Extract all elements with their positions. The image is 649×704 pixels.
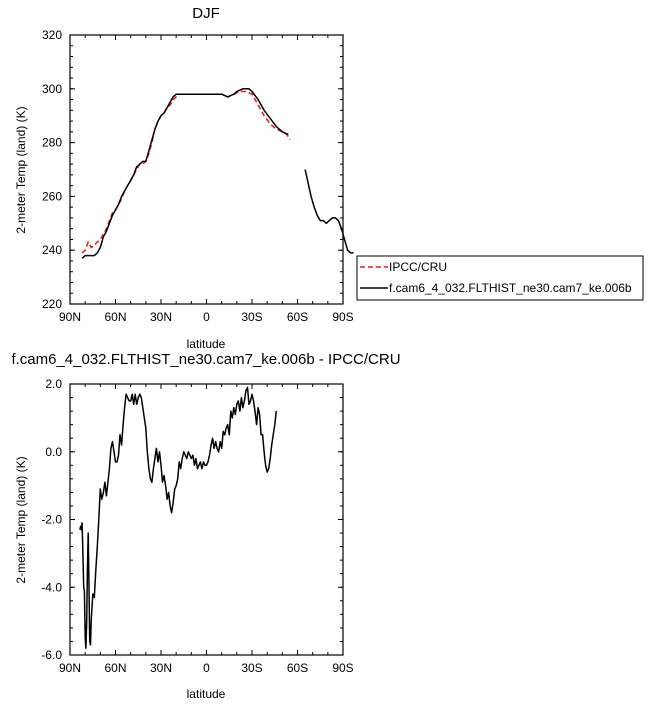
top-x-tick-label: 0 — [203, 310, 210, 324]
top-chart-ticks — [69, 34, 344, 305]
top-y-tick-label: 300 — [42, 82, 62, 96]
top-y-tick-label: 280 — [42, 136, 62, 150]
top-series-line-0 — [81, 90, 291, 254]
bottom-y-tick-label: -2.0 — [41, 513, 62, 527]
bottom-x-tick-label: 30N — [150, 661, 172, 675]
bottom-panel: f.cam6_4_032.FLTHIST_ne30.cam7_ke.006b -… — [11, 351, 400, 701]
bottom-x-tick-label: 90S — [332, 661, 353, 675]
bottom-y-tick-label: 0.0 — [45, 445, 62, 459]
bottom-y-tick-label: -6.0 — [41, 648, 62, 662]
bottom-x-tick-label: 30S — [241, 661, 262, 675]
bottom-chart-y-label: 2-meter Temp (land) (K) — [14, 456, 28, 583]
legend: IPCC/CRU f.cam6_4_032.FLTHIST_ne30.cam7_… — [356, 255, 644, 301]
top-x-tick-label: 30N — [150, 310, 172, 324]
bottom-chart-frame — [69, 383, 344, 656]
bottom-chart-x-tick-labels: 90N 60N 30N 0 30S 60S 90S — [59, 661, 354, 675]
top-chart-series — [81, 88, 354, 259]
bottom-chart-x-label: latitude — [187, 687, 226, 701]
top-chart-title: DJF — [192, 5, 220, 22]
bottom-chart-title: f.cam6_4_032.FLTHIST_ne30.cam7_ke.006b -… — [11, 351, 400, 368]
top-series-line-1 — [81, 88, 354, 259]
top-x-tick-label: 60S — [287, 310, 308, 324]
bottom-chart-y-tick-labels: -6.0 -4.0 -2.0 0.0 2.0 — [41, 377, 62, 662]
top-x-tick-label: 90N — [59, 310, 81, 324]
bottom-x-tick-label: 60N — [104, 661, 126, 675]
legend-label-model: f.cam6_4_032.FLTHIST_ne30.cam7_ke.006b — [389, 281, 632, 295]
top-chart-x-tick-labels: 90N 60N 30N 0 30S 60S 90S — [59, 310, 354, 324]
top-chart-y-label: 2-meter Temp (land) (K) — [14, 106, 28, 233]
bottom-x-tick-label: 0 — [203, 661, 210, 675]
top-chart-y-tick-labels: 220 240 260 280 300 320 — [42, 28, 62, 311]
legend-label-ipcc: IPCC/CRU — [389, 260, 447, 274]
bottom-x-tick-label: 60S — [287, 661, 308, 675]
top-x-tick-label: 30S — [241, 310, 262, 324]
top-y-tick-label: 320 — [42, 28, 62, 42]
top-panel: DJF 90N 60N 30N 0 30S 60S 90S 220 240 260 280 300 3… — [14, 5, 354, 351]
bottom-series-line-0 — [79, 386, 278, 649]
top-y-tick-label: 220 — [42, 297, 62, 311]
top-y-tick-label: 240 — [42, 243, 62, 257]
bottom-chart-series — [79, 386, 278, 649]
bottom-x-tick-label: 90N — [59, 661, 81, 675]
legend-box — [356, 255, 644, 301]
top-x-tick-label: 90S — [332, 310, 353, 324]
bottom-chart-ticks — [69, 383, 344, 656]
top-y-tick-label: 260 — [42, 189, 62, 203]
top-chart-frame — [69, 34, 344, 305]
top-chart-x-label: latitude — [187, 337, 226, 351]
bottom-y-tick-label: -4.0 — [41, 580, 62, 594]
bottom-y-tick-label: 2.0 — [45, 377, 62, 391]
top-x-tick-label: 60N — [104, 310, 126, 324]
